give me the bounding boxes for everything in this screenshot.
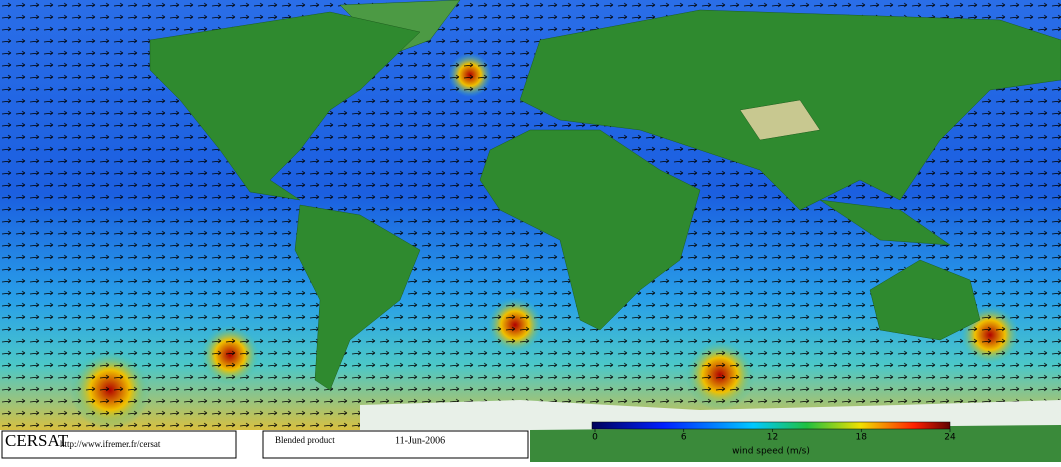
product-box <box>262 430 529 459</box>
logo: CERSAT <box>5 431 69 450</box>
colorbar-tick-label: 24 <box>944 433 956 443</box>
land <box>149 0 1061 391</box>
colorbar-tick-label: 6 <box>681 433 687 443</box>
date: 11-Jun-2006 <box>395 435 445 446</box>
colorbar-tick-label: 18 <box>856 433 868 443</box>
colorbar-label: wind speed (m/s) <box>732 447 810 457</box>
url: http://www.ifremer.fr/cersat <box>60 439 161 449</box>
colorbar-tick-label: 0 <box>592 433 598 443</box>
product: Blended product <box>275 435 335 445</box>
colorbar-tick-label: 12 <box>767 433 778 443</box>
antarctica <box>530 425 1061 462</box>
colorbar <box>591 421 951 430</box>
logo-box <box>1 430 237 459</box>
